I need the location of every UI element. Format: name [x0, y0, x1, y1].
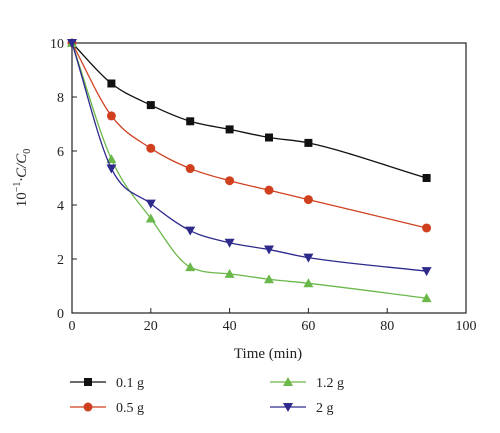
legend-item: 0.1 g	[70, 376, 144, 391]
data-point	[185, 226, 196, 236]
data-point	[146, 143, 156, 153]
data-point	[303, 253, 314, 263]
data-point	[185, 164, 195, 174]
x-tick-label: 100	[456, 319, 477, 334]
data-point	[186, 117, 195, 126]
y-axis-label: 10−1·C/C0	[12, 149, 33, 208]
data-point	[421, 267, 432, 277]
series-4	[67, 39, 432, 277]
series-line	[71, 42, 427, 229]
y-tick-label: 2	[57, 253, 64, 268]
data-point	[264, 245, 274, 255]
y-axis-label-exponent: −1	[12, 182, 23, 193]
y-tick-label: 8	[57, 91, 64, 106]
x-tick-label: 80	[380, 319, 394, 334]
data-point	[265, 133, 273, 142]
data-point	[106, 164, 117, 174]
legend-label: 0.5 g	[116, 401, 144, 416]
data-point	[422, 223, 432, 233]
data-point	[224, 268, 235, 278]
legend-label: 1.2 g	[316, 376, 344, 391]
data-point	[224, 238, 235, 248]
legend-item: 0.5 g	[70, 401, 144, 416]
data-point	[264, 185, 274, 195]
data-point	[107, 79, 116, 88]
x-tick-label: 20	[144, 319, 158, 334]
legend-label: 0.1 g	[116, 376, 144, 391]
y-tick-label: 6	[57, 145, 64, 160]
data-point	[185, 262, 196, 272]
plot-frame	[71, 42, 467, 314]
legend-marker	[83, 402, 93, 412]
data-point	[225, 176, 235, 186]
y-axis-label-sub: 0	[22, 149, 33, 154]
data-point	[303, 278, 314, 288]
series-2	[67, 38, 432, 233]
data-point	[421, 293, 432, 303]
y-tick-label: 0	[57, 307, 64, 322]
legend: 0.1 g 0.5 g 1.2 g 2 g	[70, 376, 344, 416]
y-axis-label-prefix: 10	[14, 192, 30, 207]
series-line	[71, 42, 427, 272]
legend-item: 2 g	[270, 401, 334, 416]
y-axis-label-main: ·C/C	[14, 153, 30, 182]
series-line	[71, 42, 427, 179]
data-point	[422, 174, 431, 182]
data-point	[303, 195, 313, 205]
data-point	[106, 154, 117, 164]
data-point	[106, 111, 116, 121]
series-1	[68, 39, 431, 182]
data-point	[67, 39, 77, 48]
legend-item: 1.2 g	[270, 376, 344, 391]
legend-marker	[84, 378, 92, 386]
data-point	[145, 199, 156, 209]
series-3	[67, 38, 432, 303]
y-tick-label: 10	[50, 37, 64, 52]
x-axis-label: Time (min)	[234, 346, 302, 362]
data-point	[146, 101, 155, 110]
data-point	[145, 213, 156, 223]
x-tick-label: 0	[69, 319, 76, 334]
data-point	[304, 138, 313, 147]
legend-label: 2 g	[316, 401, 334, 416]
data-point	[264, 274, 274, 284]
legend-marker	[283, 377, 293, 386]
x-tick-label: 60	[301, 319, 315, 334]
y-tick-label: 4	[57, 199, 64, 214]
series-line	[71, 42, 427, 299]
series-group	[67, 38, 432, 303]
x-tick-label: 40	[223, 319, 237, 334]
data-point	[225, 125, 234, 134]
legend-marker	[283, 403, 293, 412]
